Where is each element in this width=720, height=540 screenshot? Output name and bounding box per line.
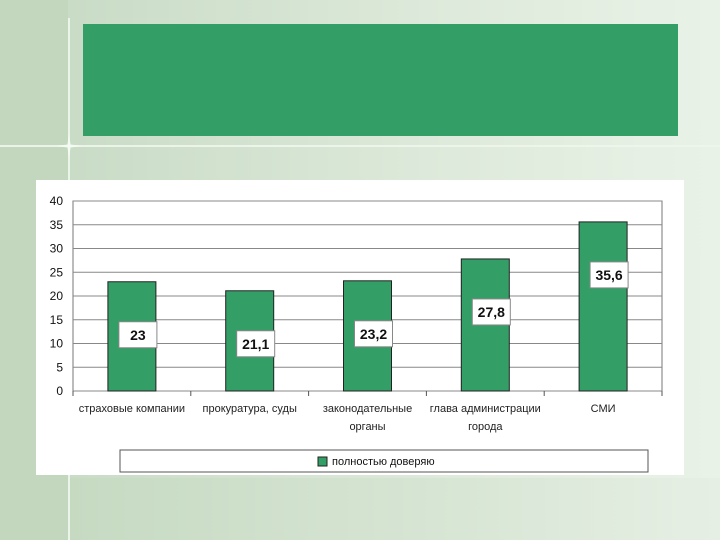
x-category-label: органы: [349, 421, 385, 433]
x-category-label: города: [468, 421, 503, 433]
data-label-box: [236, 330, 276, 358]
sparkle-icon: [56, 133, 82, 159]
data-label: 23,2: [360, 326, 387, 342]
data-label: 21,1: [242, 336, 269, 352]
data-label-box: [118, 321, 158, 349]
bar-chart: 0 5 10 15 20 25 30 35 40 23 21,1 23,2 27,8 35,6 страхо…: [50, 194, 663, 473]
data-label: 23: [130, 327, 146, 343]
decor-horizontal-line: [0, 145, 720, 147]
x-category-label: глава администрации: [430, 403, 541, 415]
background-bottom-band: [68, 478, 720, 540]
x-category-label: законодательные: [323, 403, 412, 415]
y-tick-label: 35: [50, 218, 64, 232]
y-tick-label: 0: [56, 384, 63, 398]
x-category-label: СМИ: [591, 403, 616, 415]
y-tick-label: 15: [50, 313, 64, 327]
title-band: [83, 24, 678, 136]
data-label-box: [354, 320, 393, 348]
legend-box: [119, 449, 649, 473]
x-category-label: страховые компании: [79, 403, 185, 415]
y-tick-label: 25: [50, 265, 64, 279]
y-tick-label: 40: [50, 194, 64, 208]
chart-panel: 0 5 10 15 20 25 30 35 40 23 21,1 23,2 27,8 35,6 страхо…: [36, 180, 684, 475]
data-label-box: [589, 261, 629, 289]
data-label: 35,6: [595, 267, 622, 283]
y-tick-label: 30: [50, 242, 64, 256]
y-tick-label: 10: [50, 337, 64, 351]
bar: [578, 221, 628, 392]
data-label-box: [471, 298, 511, 326]
y-tick-label: 20: [50, 289, 64, 303]
legend-label: полностью доверяю: [332, 456, 435, 468]
y-tick-label: 5: [56, 360, 63, 374]
x-category-label: прокуратура, суды: [203, 403, 297, 415]
data-label: 27,8: [478, 304, 505, 320]
legend-swatch: [317, 456, 328, 467]
